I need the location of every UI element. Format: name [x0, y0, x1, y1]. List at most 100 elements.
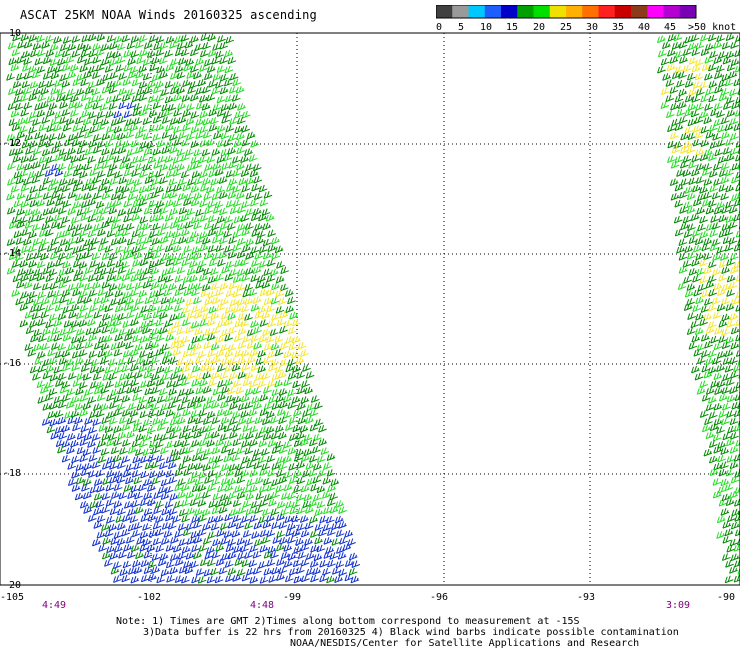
wind-barb: [194, 508, 203, 516]
wind-barb: [197, 484, 207, 492]
wind-barb: [28, 126, 37, 134]
wind-barb: [138, 80, 148, 89]
wind-barb: [197, 78, 207, 87]
wind-barb: [75, 88, 85, 96]
wind-barb: [720, 176, 730, 184]
wind-barb: [722, 357, 732, 365]
wind-barb: [217, 35, 226, 43]
wind-barb: [24, 221, 34, 229]
wind-barb: [138, 424, 148, 433]
wind-barb: [703, 266, 712, 275]
wind-barb: [165, 35, 175, 44]
wind-barb: [254, 431, 264, 440]
wind-barb: [258, 260, 268, 268]
wind-barb: [217, 423, 227, 432]
wind-barb: [28, 230, 37, 239]
wind-barb: [697, 283, 707, 292]
wind-barb: [199, 110, 209, 119]
wind-barb: [708, 94, 717, 103]
wind-barb: [101, 161, 111, 170]
wind-barb: [229, 117, 238, 125]
wind-barb: [164, 275, 174, 283]
wind-barb: [177, 478, 186, 486]
wind-barb: [121, 228, 131, 237]
wind-barb: [202, 537, 212, 545]
wind-barb: [156, 258, 165, 267]
wind-barb: [173, 395, 182, 404]
wind-barb: [139, 154, 148, 163]
wind-barb: [122, 379, 132, 388]
wind-barb: [688, 88, 697, 97]
wind-barb: [279, 342, 289, 350]
wind-barb: [688, 236, 698, 245]
wind-barb: [54, 153, 64, 162]
wind-barb: [79, 304, 89, 312]
wind-barb: [326, 498, 336, 507]
wind-barb: [100, 403, 109, 411]
wind-barb: [191, 439, 200, 448]
wind-barb: [240, 469, 250, 478]
wind-barb: [238, 432, 248, 441]
wind-barb: [692, 138, 702, 147]
wind-barb: [344, 559, 354, 567]
wind-barb: [53, 365, 63, 374]
wind-barb: [709, 243, 719, 252]
wind-barb: [75, 357, 84, 365]
wind-barb: [262, 477, 272, 486]
wind-barb: [678, 266, 688, 274]
wind-barb: [730, 41, 739, 49]
wind-barb: [325, 515, 335, 524]
wind-barb: [36, 199, 46, 207]
wind-barb: [227, 567, 237, 576]
wind-barb: [119, 372, 128, 381]
wind-barb: [91, 237, 100, 245]
wind-barb: [734, 514, 740, 522]
wind-barb: [71, 484, 81, 492]
wind-barb: [59, 116, 68, 125]
wind-barb: [88, 33, 97, 42]
wind-barb: [160, 88, 170, 97]
wind-barb: [131, 94, 141, 103]
wind-barb: [662, 41, 671, 50]
wind-barb: [232, 78, 242, 87]
wind-barb: [190, 156, 200, 164]
wind-barb: [93, 386, 103, 395]
wind-barb: [105, 380, 115, 389]
wind-barb: [143, 312, 152, 321]
wind-barb: [147, 318, 157, 327]
wind-barb: [221, 266, 230, 274]
wind-barb: [190, 216, 200, 224]
wind-barb: [229, 372, 238, 380]
wind-barb: [198, 544, 208, 552]
wind-barb: [147, 80, 156, 89]
wind-barb: [25, 193, 35, 202]
wind-barb: [95, 500, 105, 508]
wind-barb: [177, 192, 187, 201]
wind-barb: [82, 43, 92, 52]
wind-barb: [160, 568, 170, 577]
wind-barb: [23, 71, 33, 80]
wind-barb: [712, 311, 722, 319]
wind-barb: [234, 485, 243, 493]
wind-barb: [150, 267, 160, 275]
wind-barb: [74, 416, 83, 425]
wind-barb: [191, 544, 200, 553]
wind-barb: [669, 131, 679, 140]
wind-barb: [676, 245, 685, 254]
wind-barb: [660, 57, 670, 66]
wind-barb: [57, 58, 66, 66]
wind-barb: [206, 546, 215, 554]
wind-barb: [721, 328, 730, 336]
wind-barb: [121, 455, 131, 464]
wind-barb: [40, 101, 49, 109]
wind-barb: [150, 402, 160, 411]
wind-barb: [113, 500, 123, 508]
wind-barb: [144, 266, 153, 275]
wind-barb: [76, 73, 85, 82]
wind-barb: [73, 273, 82, 282]
wind-barb: [329, 492, 338, 501]
wind-barb: [207, 469, 217, 478]
wind-barb: [49, 58, 59, 66]
wind-barb: [190, 111, 200, 119]
wind-barb: [19, 169, 29, 178]
